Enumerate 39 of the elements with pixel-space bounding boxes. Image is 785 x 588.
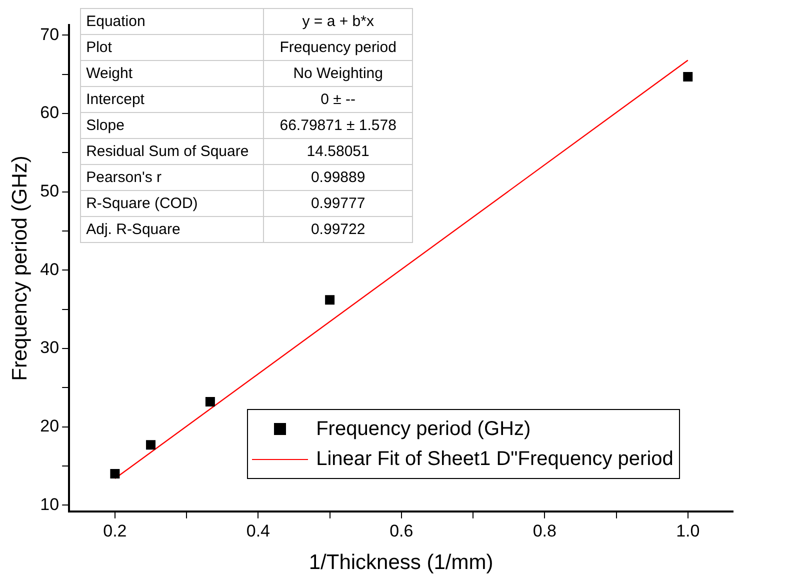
annotation: Plot xyxy=(80,34,264,60)
y-tick-label: 10 xyxy=(40,494,60,514)
y-tick-label: 40 xyxy=(40,260,60,279)
y-axis-title: Frequency period (GHz) xyxy=(8,156,32,381)
x-tick-label: 0.6 xyxy=(390,521,414,540)
y-tick-label: 20 xyxy=(40,416,60,436)
text: 1.0 xyxy=(676,521,700,540)
annotation: 0.99777 xyxy=(264,190,413,216)
y-tick-label: 50 xyxy=(40,182,60,201)
point xyxy=(683,72,693,82)
point xyxy=(146,440,156,450)
annotation: R-Square (COD) xyxy=(80,190,264,216)
annotation: Adj. R-Square xyxy=(80,216,264,242)
point xyxy=(205,397,215,406)
legend-label: Linear Fit of Sheet1 D"Frequency period xyxy=(316,448,674,471)
annotation: y = a + b*x xyxy=(264,8,413,34)
annotation: Frequency period xyxy=(264,34,413,60)
point xyxy=(325,295,335,305)
annotation: 14.58051 xyxy=(264,138,413,164)
x-axis-title: 1/Thickness (1/mm) xyxy=(308,551,494,574)
point xyxy=(110,469,120,479)
x-tick-label: 0.2 xyxy=(103,521,127,540)
annotation: Residual Sum of Square xyxy=(80,138,264,164)
y-tick-label: 60 xyxy=(40,103,60,122)
annotation: 66.79871 ± 1.578 xyxy=(264,112,413,138)
annotation: No Weighting xyxy=(264,60,413,86)
annotation: Weight xyxy=(80,60,264,86)
y-tick-label: 70 xyxy=(40,24,60,44)
y-tick-label: 30 xyxy=(40,338,60,358)
annotation: 0.99722 xyxy=(264,216,413,242)
annotation: Slope xyxy=(80,112,264,138)
annotation: 0 ± -- xyxy=(264,86,413,112)
legend-label: Frequency period (GHz) xyxy=(316,418,531,441)
x-tick-label: 0.4 xyxy=(246,521,270,540)
annotation: 0.99889 xyxy=(264,164,413,190)
annotation: Pearson's r xyxy=(80,164,264,190)
x-tick-label: 0.8 xyxy=(532,521,556,540)
annotation: Equation xyxy=(80,8,264,34)
annotation: Intercept xyxy=(80,86,264,112)
